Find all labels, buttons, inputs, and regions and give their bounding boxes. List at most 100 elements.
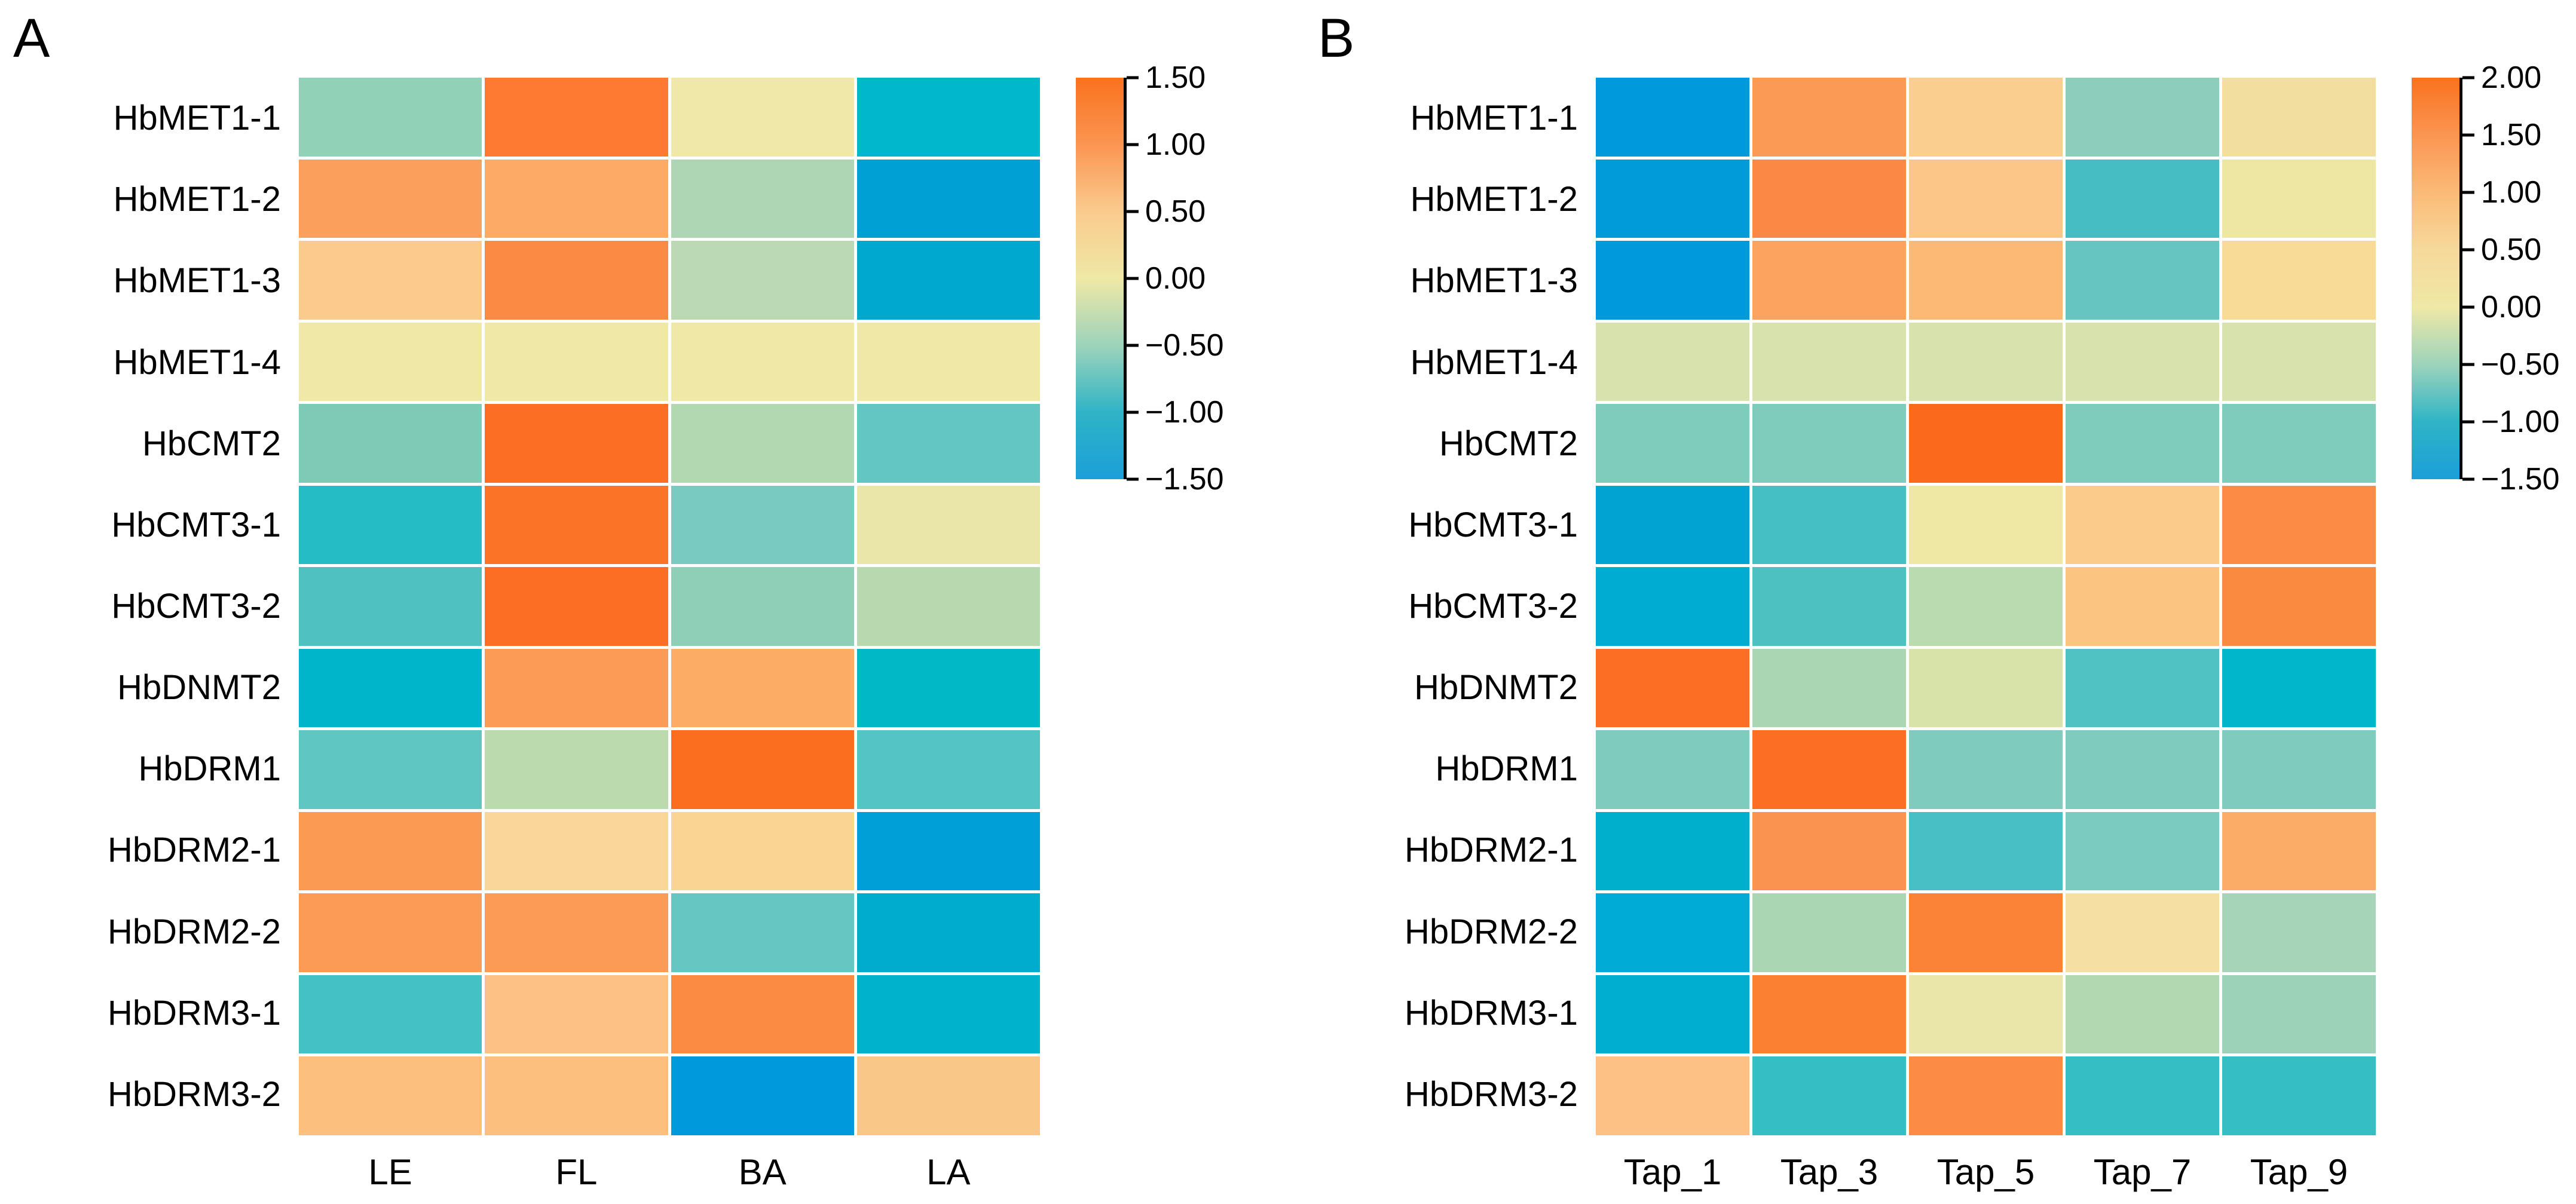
col-label: FL <box>555 1152 598 1192</box>
heatmap-cell <box>1752 404 1906 483</box>
heatmap-cell <box>671 567 854 646</box>
colorbar-tick-label: 0.50 <box>1145 194 1206 229</box>
colorbar-tick <box>2462 305 2474 309</box>
heatmap-cell <box>485 567 668 646</box>
heatmap-cell <box>2222 893 2376 972</box>
heatmap-cell <box>1752 241 1906 320</box>
heatmap-cell <box>2222 78 2376 157</box>
heatmap-cell <box>299 78 482 157</box>
heatmap-cell <box>1596 485 1749 565</box>
heatmap-cell <box>485 78 668 157</box>
heatmap-cell <box>1909 648 2063 728</box>
heatmap-cell <box>1596 730 1749 809</box>
row-label: HbDNMT2 <box>1414 668 1578 707</box>
heatmap-cell <box>671 975 854 1054</box>
heatmap-cell <box>2222 811 2376 891</box>
heatmap-cell <box>2066 78 2219 157</box>
colorbar-tick-label: 0.00 <box>1145 261 1206 296</box>
heatmap-cell <box>671 811 854 891</box>
row-label: HbMET1-2 <box>1410 180 1578 219</box>
colorbar-tick <box>1127 344 1139 347</box>
colorbar-tick-label: −0.50 <box>1145 328 1224 363</box>
panel-a-row-labels: HbMET1-1 HbMET1-2 HbMET1-3 HbMET1-4 HbCMT2 Hb… <box>0 78 281 1135</box>
panel-b: B HbMET1-1 HbMET1-2 HbMET1-3 HbMET1-4 HbCMT2… <box>1288 0 2576 1204</box>
colorbar-tick-label: −1.50 <box>2481 462 2560 497</box>
heatmap-cell <box>485 1056 668 1135</box>
heatmap-cell <box>299 648 482 728</box>
row-label: HbMET1-3 <box>1410 261 1578 301</box>
row-label: HbMET1-4 <box>1410 342 1578 382</box>
col-label: Tap_9 <box>2250 1152 2348 1192</box>
heatmap-cell <box>1596 322 1749 402</box>
heatmap-cell <box>1909 485 2063 565</box>
heatmap-cell <box>485 241 668 320</box>
heatmap-cell <box>1752 485 1906 565</box>
heatmap-cell <box>856 404 1040 483</box>
heatmap-cell <box>1909 730 2063 809</box>
heatmap-cell <box>299 322 482 402</box>
panel-a: A HbMET1-1 HbMET1-2 HbMET1-3 HbMET1-4 HbCMT2… <box>0 11 1224 1192</box>
colorbar-tick <box>1127 143 1139 146</box>
heatmap-cell <box>2066 159 2219 238</box>
row-label: HbDRM2-1 <box>1404 831 1578 870</box>
heatmap-cell <box>2222 485 2376 565</box>
row-label: HbMET1-3 <box>113 261 281 301</box>
heatmap-cell <box>1596 893 1749 972</box>
heatmap-cell <box>485 648 668 728</box>
panel-b-row-labels: HbMET1-1 HbMET1-2 HbMET1-3 HbMET1-4 HbCMT2 Hb… <box>1288 78 1578 1135</box>
heatmap-cell <box>856 648 1040 728</box>
colorbar-tick <box>1127 210 1139 213</box>
heatmap-cell <box>856 322 1040 402</box>
row-label: HbMET1-2 <box>113 180 281 219</box>
heatmap-cell <box>671 730 854 809</box>
row-label: HbDRM3-2 <box>107 1074 281 1114</box>
heatmap-cell <box>1596 567 1749 646</box>
row-label: HbMET1-4 <box>113 342 281 382</box>
heatmap-cell <box>1596 241 1749 320</box>
heatmap-cell <box>1752 975 1906 1054</box>
heatmap-cell <box>1909 322 2063 402</box>
colorbar-tick-label: 2.00 <box>2481 60 2542 95</box>
heatmap-cell <box>856 78 1040 157</box>
heatmap-cell <box>1752 322 1906 402</box>
colorbar-tick-label: 1.00 <box>1145 127 1206 162</box>
row-label: HbCMT2 <box>1439 424 1578 463</box>
row-label: HbCMT3-2 <box>1408 587 1578 626</box>
heatmap-cell <box>671 404 854 483</box>
col-label: LE <box>368 1152 412 1192</box>
heatmap-cell <box>485 893 668 972</box>
heatmap-cell <box>2066 241 2219 320</box>
row-label: HbDRM2-1 <box>107 831 281 870</box>
heatmap-cell <box>1752 159 1906 238</box>
heatmap-cell <box>299 893 482 972</box>
row-label: HbDNMT2 <box>117 668 281 707</box>
heatmap-cell <box>1596 159 1749 238</box>
heatmap-cell <box>1909 241 2063 320</box>
colorbar-tick-label: 1.50 <box>2481 118 2542 152</box>
colorbar-tick <box>2462 477 2474 481</box>
row-label: HbCMT3-1 <box>111 505 281 544</box>
row-label: HbCMT2 <box>142 424 281 463</box>
heatmap-cell <box>1596 648 1749 728</box>
heatmap-cell <box>299 485 482 565</box>
heatmap-cell <box>1596 975 1749 1054</box>
heatmap-cell <box>2066 1056 2219 1135</box>
colorbar-tick-label: 1.50 <box>1145 60 1206 95</box>
heatmap-cell <box>1909 159 2063 238</box>
heatmap-cell <box>299 811 482 891</box>
colorbar-tick-label: −1.00 <box>2481 405 2560 439</box>
row-label: HbDRM2-2 <box>107 912 281 951</box>
row-label: HbMET1-1 <box>113 99 281 138</box>
heatmap-cell <box>2222 567 2376 646</box>
heatmap-cell <box>1909 893 2063 972</box>
heatmap-cell <box>1596 404 1749 483</box>
row-label: HbDRM1 <box>1435 749 1578 789</box>
colorbar-tick <box>1127 277 1139 280</box>
col-label: Tap_5 <box>1936 1152 2035 1192</box>
row-label: HbDRM2-2 <box>1404 912 1578 951</box>
heatmap-cell <box>1909 811 2063 891</box>
heatmap-cell <box>485 975 668 1054</box>
colorbar-tick-label: 0.00 <box>2481 290 2542 324</box>
colorbar-tick <box>2462 363 2474 366</box>
colorbar-tick <box>1127 477 1139 481</box>
